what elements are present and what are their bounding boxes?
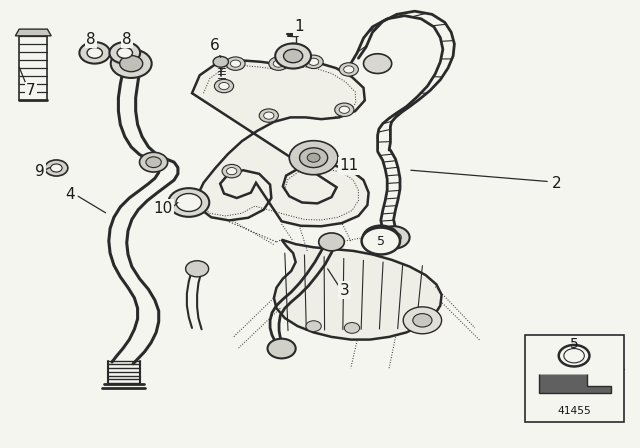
Circle shape (230, 60, 241, 67)
Circle shape (378, 226, 410, 249)
Circle shape (307, 153, 320, 162)
Circle shape (273, 60, 284, 67)
Circle shape (564, 349, 584, 363)
Circle shape (306, 321, 321, 332)
Circle shape (403, 307, 442, 334)
Circle shape (344, 323, 360, 333)
Circle shape (559, 345, 589, 366)
Text: 41455: 41455 (557, 406, 591, 416)
Circle shape (213, 56, 228, 67)
Circle shape (109, 42, 140, 64)
Circle shape (268, 339, 296, 358)
Polygon shape (274, 240, 442, 340)
Circle shape (362, 228, 400, 254)
Circle shape (308, 58, 319, 65)
Circle shape (111, 49, 152, 78)
Text: 4: 4 (65, 187, 76, 202)
Circle shape (176, 194, 202, 211)
Circle shape (386, 232, 401, 243)
Text: 1: 1 (294, 19, 305, 34)
Circle shape (300, 148, 328, 168)
Circle shape (117, 47, 132, 58)
Circle shape (289, 141, 338, 175)
Circle shape (344, 66, 354, 73)
Circle shape (339, 106, 349, 113)
Circle shape (284, 49, 303, 63)
Circle shape (120, 56, 143, 72)
Circle shape (140, 152, 168, 172)
Text: 8: 8 (86, 32, 96, 47)
Circle shape (45, 160, 68, 176)
Text: 8: 8 (122, 32, 132, 47)
Circle shape (259, 109, 278, 122)
Text: 5: 5 (377, 234, 385, 248)
Circle shape (304, 55, 323, 69)
Circle shape (226, 57, 245, 70)
Circle shape (214, 79, 234, 93)
Circle shape (275, 43, 311, 69)
Circle shape (339, 63, 358, 76)
Text: 10: 10 (154, 201, 173, 216)
Text: 6: 6 (209, 38, 220, 53)
Circle shape (51, 164, 62, 172)
Polygon shape (15, 29, 51, 36)
Circle shape (319, 233, 344, 251)
Polygon shape (539, 374, 611, 393)
Circle shape (363, 226, 399, 251)
Text: 5: 5 (570, 336, 579, 351)
Circle shape (227, 168, 237, 175)
Circle shape (335, 103, 354, 116)
Circle shape (264, 112, 274, 119)
Polygon shape (192, 60, 369, 226)
Text: 7: 7 (26, 83, 36, 98)
Bar (525, 335, 624, 422)
Text: 9: 9 (35, 164, 45, 179)
Text: 3: 3 (339, 283, 349, 298)
Circle shape (87, 47, 102, 58)
Circle shape (146, 157, 161, 168)
Circle shape (79, 42, 110, 64)
Circle shape (219, 82, 229, 90)
Text: 11: 11 (339, 158, 358, 173)
Circle shape (269, 57, 288, 70)
Circle shape (413, 314, 432, 327)
Circle shape (222, 164, 241, 178)
Circle shape (186, 261, 209, 277)
Circle shape (168, 188, 209, 217)
Circle shape (364, 54, 392, 73)
Text: 2: 2 (552, 176, 562, 191)
